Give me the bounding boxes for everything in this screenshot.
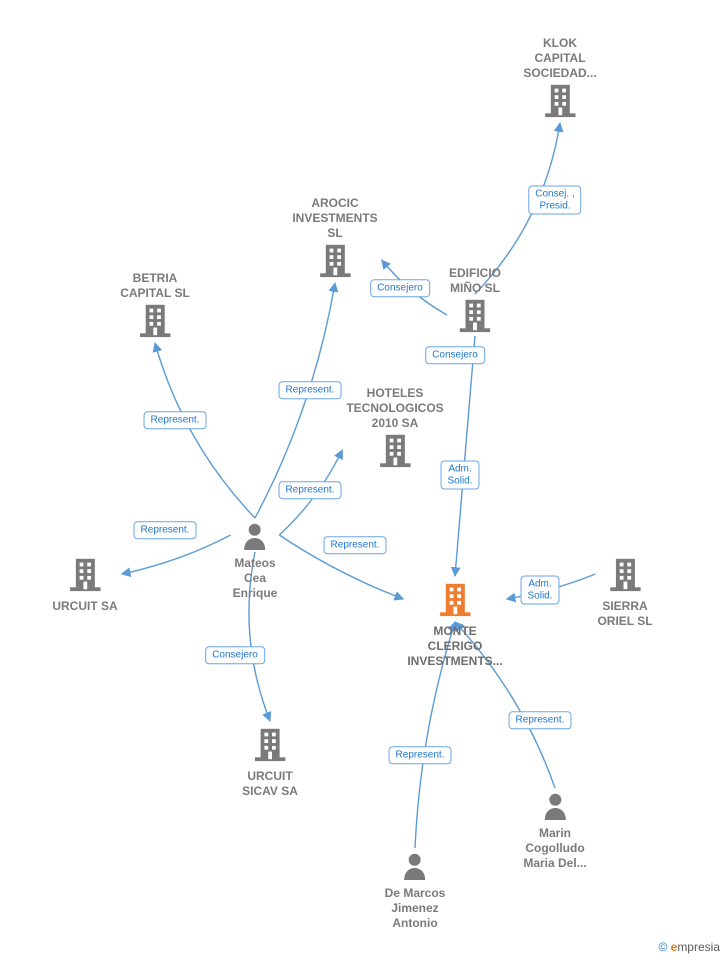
company-icon	[292, 241, 377, 279]
person-icon	[233, 520, 278, 550]
node-label: MateosCeaEnrique	[233, 556, 278, 601]
company-icon	[120, 301, 190, 339]
node-label: HOTELESTECNOLOGICOS2010 SA	[346, 386, 443, 431]
node-label: URCUIT SA	[52, 599, 117, 614]
node-monte[interactable]: MONTECLERIGOINVESTMENTS...	[407, 580, 502, 669]
company-icon	[242, 725, 298, 763]
edge-label: Consejero	[370, 279, 430, 297]
node-label: AROCICINVESTMENTSSL	[292, 196, 377, 241]
node-label: MarinCogolludoMaria Del...	[523, 826, 586, 871]
edge-mateos-betria	[155, 343, 255, 518]
node-mateos[interactable]: MateosCeaEnrique	[233, 520, 278, 601]
copyright-symbol: ©	[658, 940, 667, 954]
edge-label: Represent.	[509, 711, 572, 729]
edge-label: Adm.Solid.	[520, 576, 559, 605]
company-icon	[407, 580, 502, 618]
edge-mateos-hoteles	[279, 450, 342, 535]
company-icon	[52, 555, 117, 593]
edge-sierra-monte	[507, 574, 596, 599]
edge-edificio-arocic	[382, 260, 447, 315]
edge-label: Represent.	[279, 481, 342, 499]
node-label: URCUITSICAV SA	[242, 769, 298, 799]
company-icon	[346, 431, 443, 469]
node-hoteles[interactable]: HOTELESTECNOLOGICOS2010 SA	[346, 380, 443, 469]
edge-label: Represent.	[134, 521, 197, 539]
node-betria[interactable]: BETRIACAPITAL SL	[120, 265, 190, 339]
edge-mateos-arocic	[255, 283, 335, 518]
edge-label: Consejero	[425, 346, 485, 364]
company-icon	[597, 555, 652, 593]
company-icon	[449, 296, 501, 334]
node-label: BETRIACAPITAL SL	[120, 271, 190, 301]
node-urcuitsicav[interactable]: URCUITSICAV SA	[242, 725, 298, 799]
edge-label: Represent.	[144, 411, 207, 429]
node-label: MONTECLERIGOINVESTMENTS...	[407, 624, 502, 669]
node-edificio[interactable]: EDIFICIOMIÑO SL	[449, 260, 501, 334]
node-sierra[interactable]: SIERRAORIEL SL	[597, 555, 652, 629]
node-marin[interactable]: MarinCogolludoMaria Del...	[523, 790, 586, 871]
edge-label: Consej. ,Presid.	[528, 186, 581, 215]
edge-label: Represent.	[389, 746, 452, 764]
edge-label: Consejero	[205, 646, 265, 664]
person-icon	[385, 850, 446, 880]
node-demarcos[interactable]: De MarcosJimenezAntonio	[385, 850, 446, 931]
copyright-rest: mpresia	[677, 940, 720, 954]
copyright: © empresia	[658, 940, 720, 954]
node-arocic[interactable]: AROCICINVESTMENTSSL	[292, 190, 377, 279]
node-label: EDIFICIOMIÑO SL	[449, 266, 501, 296]
edge-label: Represent.	[324, 536, 387, 554]
edge-label: Adm.Solid.	[440, 461, 479, 490]
edges-layer	[0, 0, 728, 960]
company-icon	[523, 81, 596, 119]
edge-mateos-urcuit	[122, 535, 231, 574]
person-icon	[523, 790, 586, 820]
edge-mateos-monte	[279, 535, 403, 599]
edge-label: Represent.	[279, 381, 342, 399]
node-label: De MarcosJimenezAntonio	[385, 886, 446, 931]
node-label: KLOKCAPITALSOCIEDAD...	[523, 36, 596, 81]
node-klok[interactable]: KLOKCAPITALSOCIEDAD...	[523, 30, 596, 119]
edge-edificio-monte	[455, 336, 475, 576]
node-label: SIERRAORIEL SL	[597, 599, 652, 629]
node-urcuit[interactable]: URCUIT SA	[52, 555, 117, 614]
